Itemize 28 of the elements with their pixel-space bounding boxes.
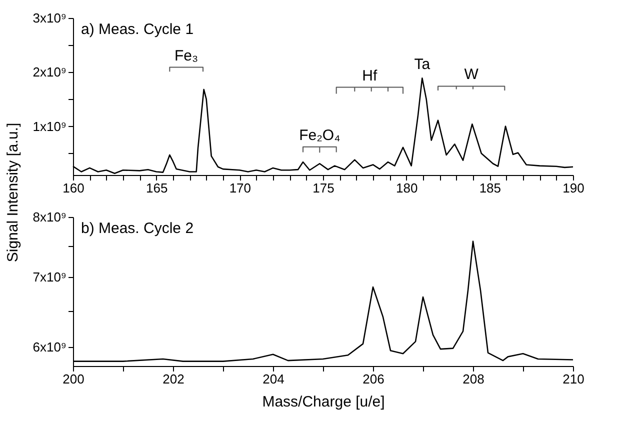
y-axis-title: Signal Intensity [a.u.] (4, 122, 22, 262)
x-tick-label: 180 (396, 180, 418, 196)
x-tick-label: 210 (562, 372, 584, 386)
y-tick-label: 3x10⁹ (32, 10, 66, 26)
series-label: Hf (362, 67, 378, 84)
x-tick-label: 175 (312, 180, 334, 196)
series-label: Fe₂O₄ (299, 126, 340, 144)
y-tick-label: 7x10⁹ (32, 270, 66, 285)
y-tick-label: 6x10⁹ (32, 339, 66, 354)
x-tick-label: 204 (262, 372, 284, 386)
y-tick-label: 2x10⁹ (32, 64, 66, 80)
x-tick-label: 185 (479, 180, 502, 196)
x-axis-title: Mass/Charge [u/e] (262, 394, 385, 410)
series-label: Fe₃ (174, 47, 198, 64)
x-tick-label: 202 (162, 372, 184, 386)
x-tick-label: 160 (62, 180, 84, 196)
x-tick-label: 206 (362, 372, 384, 386)
x-tick-label: 208 (462, 372, 484, 386)
series-label: W (464, 66, 480, 84)
chart-title: b) Meas. Cycle 2 (81, 220, 194, 237)
x-tick-label: 200 (62, 372, 84, 386)
x-tick-label: 170 (229, 180, 252, 196)
y-tick-label: 8x10⁹ (32, 210, 66, 224)
x-tick-label: 190 (562, 180, 584, 196)
y-tick-label: 1x10⁹ (32, 118, 66, 134)
annotation: Ta (414, 56, 431, 74)
x-tick-label: 165 (146, 180, 168, 196)
chart-title: a) Meas. Cycle 1 (81, 21, 194, 38)
